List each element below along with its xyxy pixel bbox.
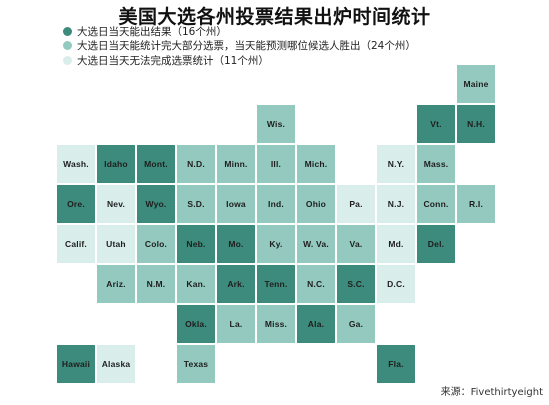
state-tile-maine: Maine [457,65,495,103]
state-tile-ky: Ky. [257,225,295,263]
state-tile-va: Va. [337,225,375,263]
state-tile-wyo: Wyo. [137,185,175,223]
state-tile-s-c: S.C. [337,265,375,303]
state-tile-n-c: N.C. [297,265,335,303]
state-tile-idaho: Idaho [97,145,135,183]
state-tile-miss: Miss. [257,305,295,343]
state-tile-s-d: S.D. [177,185,215,223]
state-tile-alaska: Alaska [97,345,135,383]
legend-label-next-day: 大选日当天能统计完大部分选票，当天能预测哪位候选人胜出（24个州） [77,40,416,53]
state-tile-neb: Neb. [177,225,215,263]
state-tile-ariz: Ariz. [97,265,135,303]
legend-label-night: 大选日当天能出结果（16个州） [77,25,227,38]
state-tile-kan: Kan. [177,265,215,303]
legend: 大选日当天能出结果（16个州） 大选日当天能统计完大部分选票，当天能预测哪位候选… [63,24,416,68]
state-tile-minn: Minn. [217,145,255,183]
legend-label-later: 大选日当天无法完成选票统计（11个州） [77,54,269,67]
state-tile-d-c: D.C. [377,265,415,303]
state-tile-n-h: N.H. [457,105,495,143]
state-tile-wis: Wis. [257,105,295,143]
state-tile-okla: Okla. [177,305,215,343]
state-tile-del: Del. [417,225,455,263]
state-tile-ga: Ga. [337,305,375,343]
state-tile-nev: Nev. [97,185,135,223]
legend-swatch-later [63,55,72,65]
state-tile-vt: Vt. [417,105,455,143]
state-tile-hawaii: Hawaii [57,345,95,383]
state-tile-r-i: R.I. [457,185,495,223]
legend-swatch-next-day [63,41,72,51]
state-tile-n-d: N.D. [177,145,215,183]
state-tile-ill: Ill. [257,145,295,183]
state-tile-ore: Ore. [57,185,95,223]
state-tile-w-va: W. Va. [297,225,335,263]
state-tile-wash: Wash. [57,145,95,183]
state-tile-mo: Mo. [217,225,255,263]
state-tile-colo: Colo. [137,225,175,263]
state-tile-texas: Texas [177,345,215,383]
legend-swatch-night [63,26,72,36]
state-tile-ala: Ala. [297,305,335,343]
state-tile-utah: Utah [97,225,135,263]
state-tile-tenn: Tenn. [257,265,295,303]
chart-title: 美国大选各州投票结果出炉时间统计 [118,6,431,28]
state-tile-iowa: Iowa [217,185,255,223]
legend-item-next-day: 大选日当天能统计完大部分选票，当天能预测哪位候选人胜出（24个州） [63,39,416,54]
state-tile-n-j: N.J. [377,185,415,223]
state-tile-n-y: N.Y. [377,145,415,183]
state-tile-n-m: N.M. [137,265,175,303]
state-tile-fla: Fla. [377,345,415,383]
state-tile-ohio: Ohio [297,185,335,223]
state-tile-la: La. [217,305,255,343]
state-tile-mont: Mont. [137,145,175,183]
source-note: 来源：Fivethirtyeight [440,387,543,398]
state-tile-ark: Ark. [217,265,255,303]
state-tile-conn: Conn. [417,185,455,223]
state-tile-mich: Mich. [297,145,335,183]
state-tile-calif: Calif. [57,225,95,263]
legend-item-night: 大选日当天能出结果（16个州） [63,24,416,39]
state-tile-md: Md. [377,225,415,263]
state-tile-mass: Mass. [417,145,455,183]
legend-item-later: 大选日当天无法完成选票统计（11个州） [63,53,416,68]
state-tile-ind: Ind. [257,185,295,223]
state-tile-pa: Pa. [337,185,375,223]
